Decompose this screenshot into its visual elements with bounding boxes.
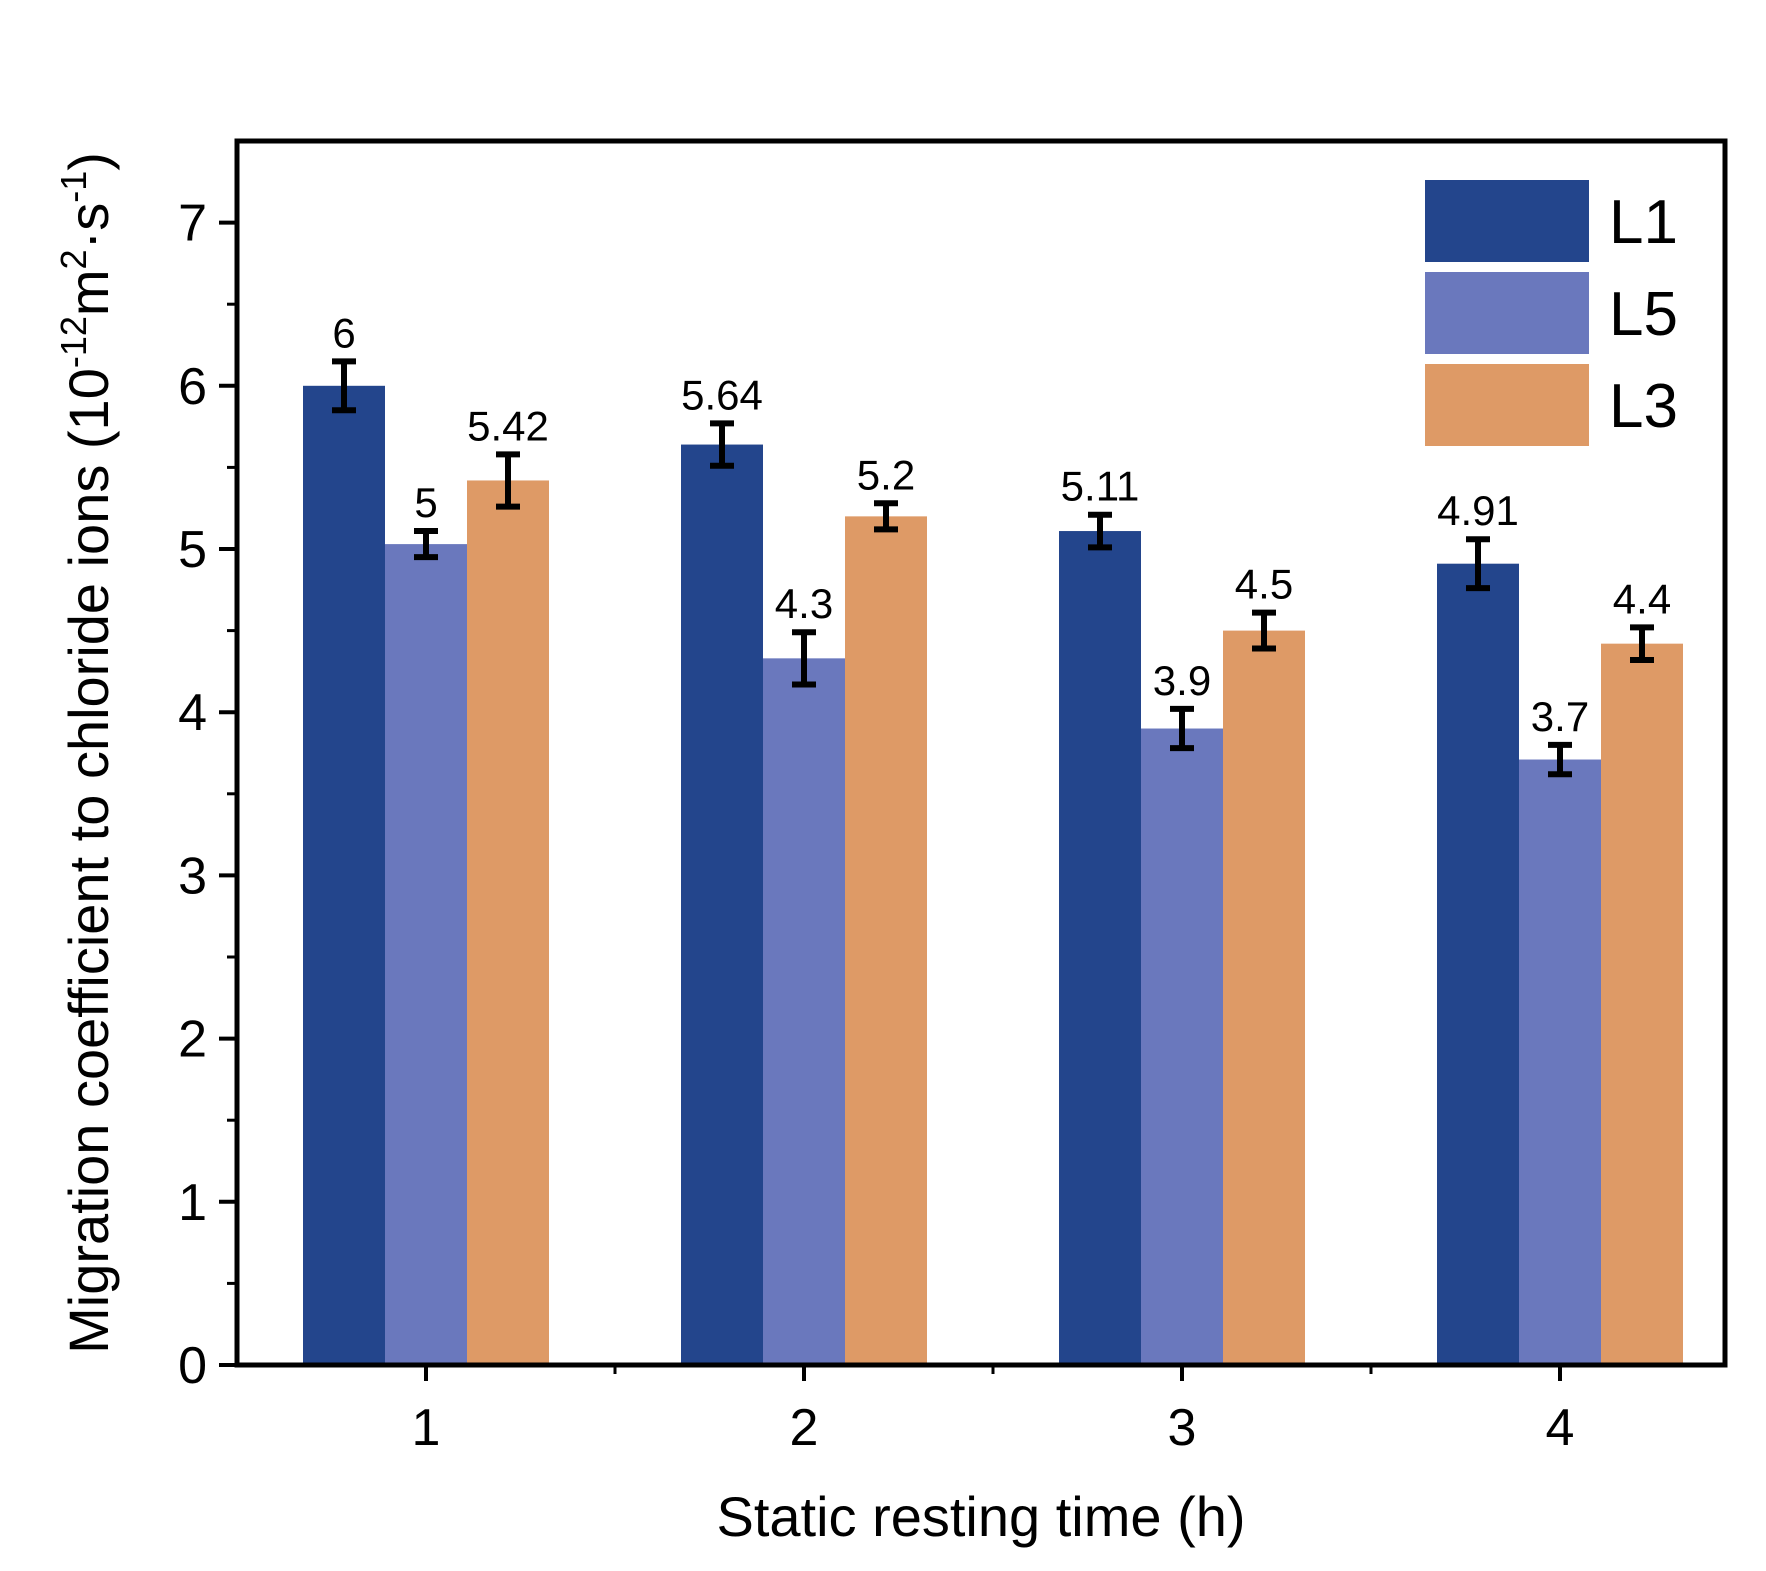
x-tick-label-2: 2 <box>790 1399 819 1457</box>
y-tick-label-2: 2 <box>178 1011 207 1069</box>
bar-l5-1 <box>385 544 467 1365</box>
error-bar-l1-4 <box>1466 536 1490 592</box>
y-tick-label-0: 0 <box>178 1337 207 1395</box>
x-tick-label-4: 4 <box>1546 1399 1575 1457</box>
bars-layer <box>303 385 1683 1365</box>
bar-l3-4 <box>1601 643 1683 1365</box>
data-label-l3-2: 5.2 <box>857 451 915 498</box>
bar-l1-3 <box>1059 531 1141 1365</box>
bar-l1-1 <box>303 385 385 1365</box>
bar-l5-4 <box>1519 759 1601 1365</box>
bar-l1-4 <box>1437 563 1519 1365</box>
error-bars-layer <box>332 358 1654 778</box>
legend-swatch-l1 <box>1425 180 1589 262</box>
bar-l3-1 <box>467 480 549 1365</box>
data-labels-layer: 6 5 5.42 5.64 4.3 5.2 5.11 3.9 4.5 4.91 3.7 4.4 <box>332 309 1671 740</box>
bar-l5-2 <box>763 658 845 1365</box>
bar-l1-2 <box>681 444 763 1365</box>
x-tick-label-1: 1 <box>412 1399 441 1457</box>
error-bar-l5-1 <box>414 528 438 561</box>
data-label-l5-1: 5 <box>414 479 437 526</box>
data-label-l3-4: 4.4 <box>1613 575 1671 622</box>
x-axis-title: Static resting time (h) <box>716 1485 1245 1548</box>
error-bar-l5-2 <box>792 629 816 688</box>
data-label-l1-4: 4.91 <box>1437 487 1519 534</box>
legend-swatch-l3 <box>1425 364 1589 446</box>
error-bar-l5-3 <box>1170 705 1194 752</box>
legend-label-l1: L1 <box>1609 188 1678 257</box>
error-bar-l3-2 <box>874 500 898 533</box>
data-label-l5-2: 4.3 <box>775 580 833 627</box>
bar-l3-3 <box>1223 630 1305 1365</box>
data-label-l3-3: 4.5 <box>1235 561 1293 608</box>
y-tick-label-6: 6 <box>178 358 207 416</box>
error-bar-l3-3 <box>1252 609 1276 652</box>
y-tick-label-7: 7 <box>178 195 207 253</box>
error-bar-l3-4 <box>1630 624 1654 663</box>
data-label-l5-4: 3.7 <box>1531 693 1589 740</box>
data-label-l5-3: 3.9 <box>1153 657 1211 704</box>
data-label-l1-1: 6 <box>332 309 355 356</box>
x-tick-label-3: 3 <box>1168 1399 1197 1457</box>
error-bar-l3-1 <box>496 451 520 510</box>
y-axis-title: Migration coefficient to chloride ions (… <box>53 152 120 1354</box>
error-bar-l1-3 <box>1088 511 1112 551</box>
bar-l3-2 <box>845 516 927 1365</box>
y-tick-label-3: 3 <box>178 847 207 905</box>
data-label-l1-3: 5.11 <box>1061 463 1140 510</box>
axes-layer: 1 2 3 4 0 1 2 3 4 5 6 7 <box>178 195 1574 1457</box>
plot-frame <box>234 138 1728 1368</box>
data-label-l3-1: 5.42 <box>467 402 549 449</box>
legend-swatch-l5 <box>1425 272 1589 354</box>
legend-label-l5: L5 <box>1609 280 1678 349</box>
y-tick-label-1: 1 <box>178 1174 207 1232</box>
bar-l5-3 <box>1141 728 1223 1365</box>
data-label-l1-2: 5.64 <box>681 371 763 418</box>
y-tick-label-5: 5 <box>178 521 207 579</box>
error-bar-l5-4 <box>1548 741 1572 778</box>
legend: L1 L5 L3 <box>1425 180 1678 446</box>
legend-label-l3: L3 <box>1609 372 1678 441</box>
error-bar-l1-1 <box>332 358 356 414</box>
error-bar-l1-2 <box>710 420 734 469</box>
y-tick-label-4: 4 <box>178 684 207 742</box>
